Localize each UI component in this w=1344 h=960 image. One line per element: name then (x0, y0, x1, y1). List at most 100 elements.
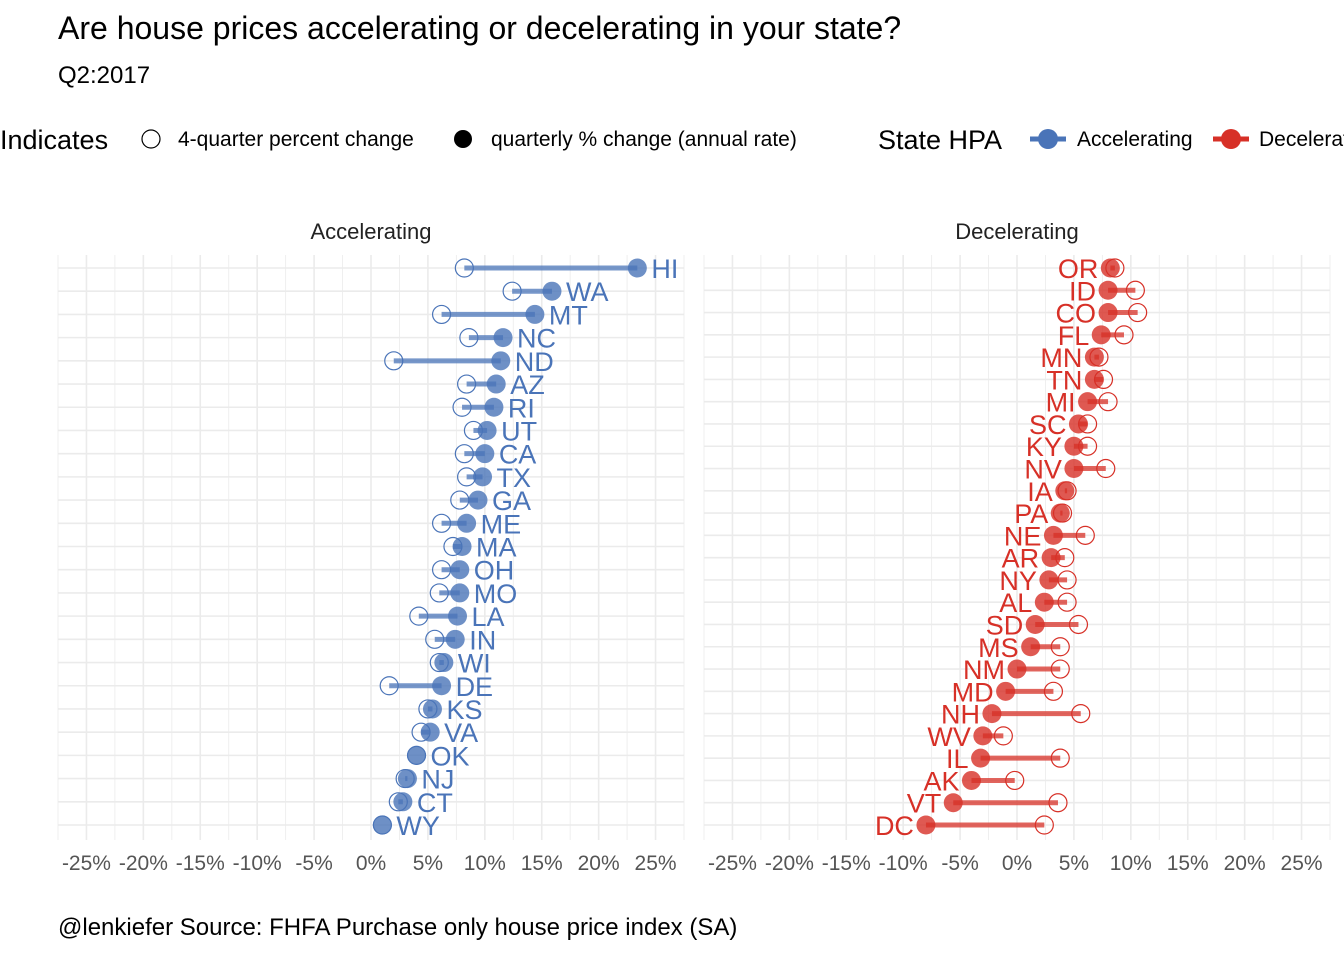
x-tick-label: -15% (176, 852, 225, 875)
quarterly-point (1091, 325, 1111, 345)
quarterly-point (445, 629, 465, 649)
state-row-ne: NE (1004, 521, 1095, 551)
legend-filled-circle-icon (454, 130, 472, 148)
panel-accelerating: Accelerating -25% -20% -15% -10% -5% 0% 5% 10% 15… (57, 219, 685, 875)
yoy-point (1125, 280, 1145, 300)
quarterly-point (1039, 570, 1059, 590)
quarterly-point (1043, 525, 1063, 545)
x-tick-label: 15% (1167, 852, 1209, 875)
state-row-va: VA (411, 718, 478, 748)
yoy-point (1098, 392, 1118, 412)
state-row-ri: RI (452, 393, 535, 423)
state-row-md: MD (952, 677, 1064, 707)
quarterly-point (457, 513, 477, 533)
chart-subtitle: Q2:2017 (58, 62, 151, 89)
state-row-hi: HI (454, 254, 678, 284)
state-row-ar: AR (1002, 544, 1075, 574)
x-tick-label: -15% (822, 852, 871, 875)
state-row-tx: TX (457, 463, 532, 493)
state-label: MS (978, 633, 1019, 663)
yoy-point (993, 726, 1013, 746)
state-row-pa: PA (1014, 499, 1073, 529)
quarterly-point (1098, 280, 1118, 300)
yoy-point (425, 629, 445, 649)
state-label: KY (1026, 432, 1062, 462)
legend-hpa-title: State HPA (878, 125, 1002, 155)
state-row-ct: CT (388, 788, 453, 818)
state-row-ks: KS (418, 695, 482, 725)
state-label: NH (941, 700, 980, 730)
quarterly-point (1084, 347, 1104, 367)
state-label: NY (999, 566, 1037, 596)
yoy-point (429, 583, 449, 603)
yoy-point (1096, 458, 1116, 479)
quarterly-point (1100, 258, 1120, 278)
state-label: DC (875, 811, 914, 841)
state-row-co: CO (1056, 299, 1148, 329)
yoy-point (1050, 659, 1070, 679)
quarterly-point (1064, 436, 1084, 456)
x-tick-label: 10% (464, 852, 506, 875)
yoy-point (502, 281, 522, 301)
legend-open-label: 4-quarter percent change (178, 128, 414, 151)
state-label: MD (952, 677, 994, 707)
state-label: IN (469, 625, 496, 655)
state-label: NC (517, 324, 556, 354)
quarterly-point (473, 467, 493, 487)
state-row-ms: MS (978, 633, 1070, 663)
state-label: AL (999, 588, 1032, 618)
yoy-point (409, 606, 429, 626)
quarterly-point (1078, 392, 1098, 412)
quarterly-point (450, 583, 470, 603)
yoy-point (457, 374, 477, 394)
state-row-nv: NV (1024, 455, 1116, 485)
state-label: RI (508, 393, 535, 423)
state-row-ny: NY (999, 566, 1077, 596)
x-tick-label: -20% (119, 852, 168, 875)
quarterly-point (542, 281, 562, 301)
quarterly-point (1098, 303, 1118, 323)
quarterly-point (1007, 659, 1027, 679)
yoy-point (1043, 681, 1064, 701)
state-label: WA (566, 277, 609, 307)
quarterly-point (452, 537, 472, 556)
x-tick-label: -5% (295, 852, 332, 875)
state-row-wv: WV (927, 722, 1013, 752)
state-row-az: AZ (457, 370, 545, 400)
quarterly-point (422, 699, 442, 719)
quarterly-point (407, 745, 427, 765)
state-label: ND (515, 347, 554, 377)
state-row-de: DE (379, 672, 494, 702)
state-row-me: ME (431, 509, 521, 539)
state-label: IA (1027, 477, 1053, 507)
yoy-point (454, 444, 474, 464)
yoy-point (379, 676, 399, 696)
state-label: KS (446, 695, 482, 725)
state-row-id: ID (1069, 276, 1145, 306)
yoy-point (431, 513, 452, 533)
quarterly-point (475, 444, 495, 464)
state-label: SD (986, 610, 1024, 640)
quarterly-point (961, 770, 981, 790)
state-label: NV (1024, 455, 1062, 485)
quarterly-point (996, 681, 1016, 701)
state-label: MO (474, 579, 518, 609)
state-label: MN (1040, 343, 1082, 373)
state-label: VT (907, 789, 942, 819)
x-tick-label: 25% (635, 852, 677, 875)
state-label: WV (927, 722, 971, 752)
quarterly-point (468, 490, 488, 510)
state-row-mn: MN (1040, 343, 1109, 373)
state-row-ca: CA (454, 440, 536, 470)
state-label: MA (476, 533, 517, 563)
x-tick-label: 5% (413, 852, 443, 875)
x-tick-label: 20% (1224, 852, 1266, 875)
state-label: DE (456, 672, 494, 702)
quarterly-point (434, 653, 454, 673)
state-row-wi: WI (429, 649, 491, 679)
x-tick-label: 20% (578, 852, 620, 875)
state-label: NJ (421, 765, 454, 795)
quarterly-point (973, 726, 993, 746)
state-label: TX (497, 463, 532, 493)
state-row-or: OR (1058, 254, 1125, 284)
